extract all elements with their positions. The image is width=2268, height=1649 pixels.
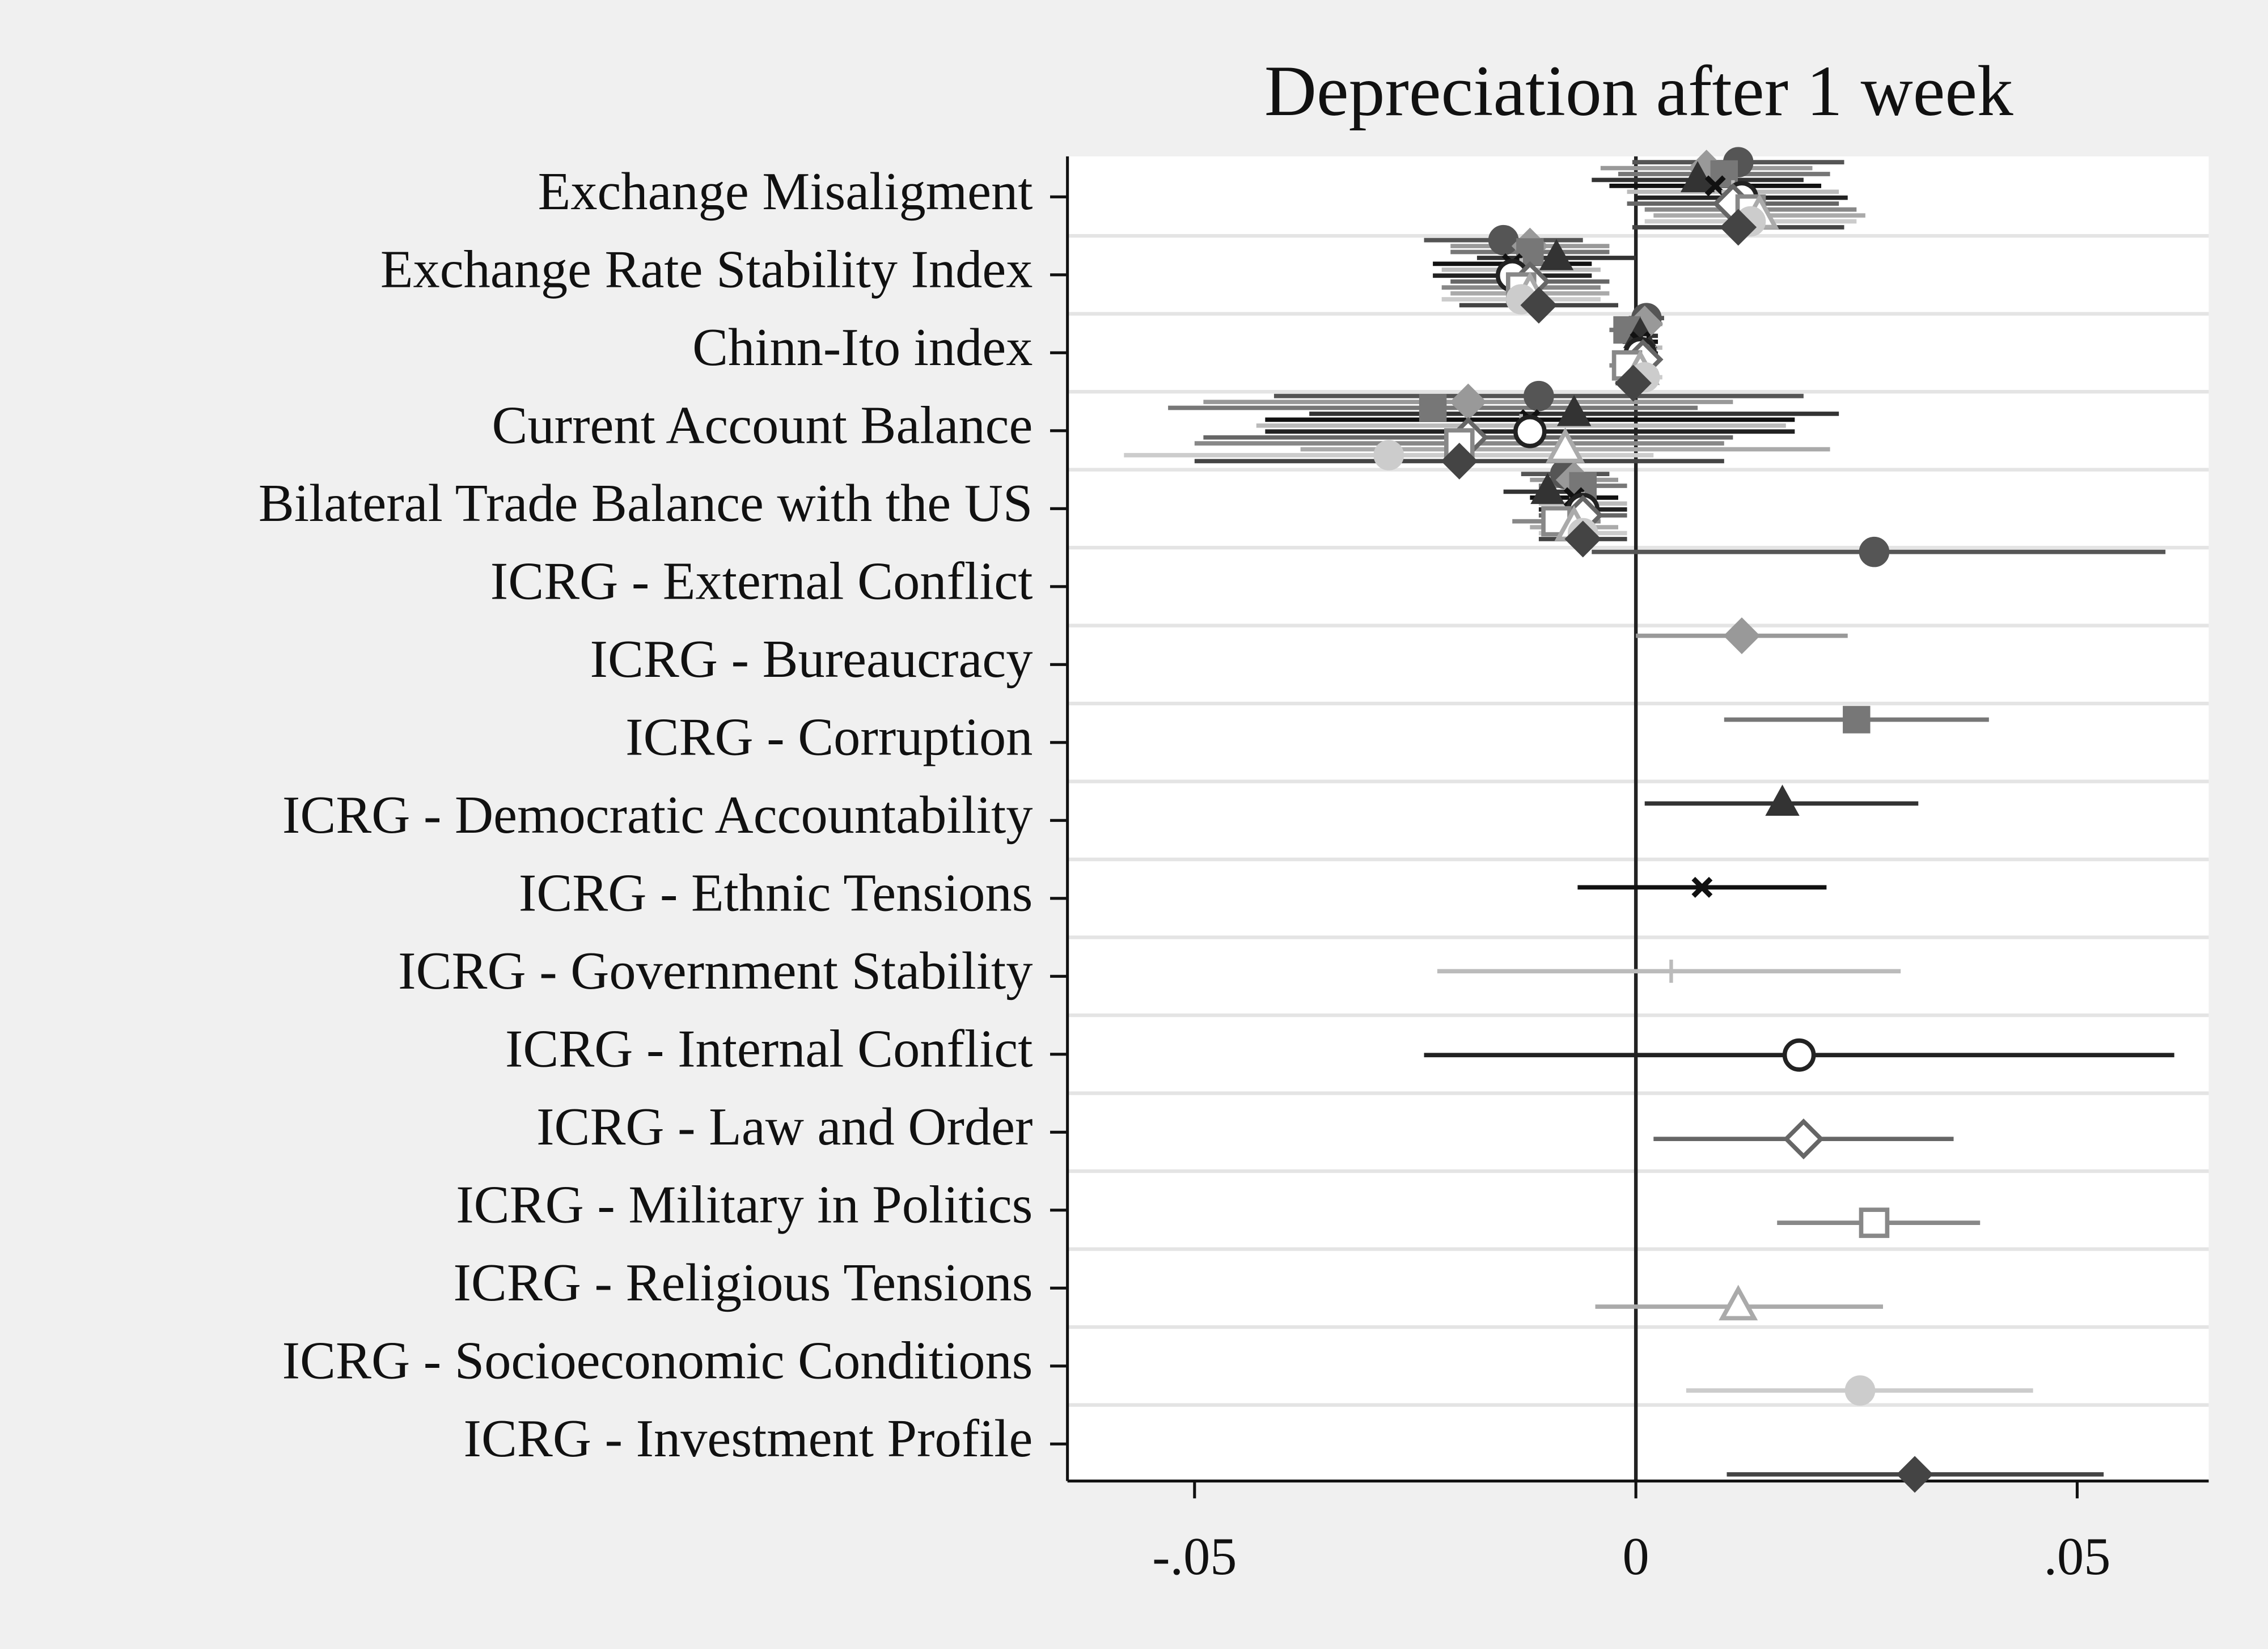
y-tick-label: ICRG - Religious Tensions bbox=[453, 1253, 1033, 1312]
y-tick-label: ICRG - Law and Order bbox=[536, 1097, 1033, 1156]
y-tick-label: ICRG - Bureaucracy bbox=[590, 630, 1033, 689]
point bbox=[1524, 380, 1554, 412]
y-tick-label: ICRG - Corruption bbox=[625, 708, 1033, 767]
y-tick-label: ICRG - Government Stability bbox=[398, 942, 1033, 1001]
y-tick-label: ICRG - External Conflict bbox=[490, 552, 1033, 611]
point bbox=[1419, 394, 1447, 422]
point bbox=[1704, 175, 1726, 197]
point bbox=[1530, 473, 1565, 505]
x-tick-label: 0 bbox=[1623, 1527, 1649, 1586]
point bbox=[1844, 1375, 1876, 1406]
y-tick-label: ICRG - Internal Conflict bbox=[505, 1020, 1033, 1079]
y-tick-label: Exchange Rate Stability Index bbox=[380, 240, 1033, 299]
point bbox=[1659, 959, 1683, 983]
point bbox=[1539, 239, 1574, 270]
point bbox=[1546, 427, 1585, 463]
y-tick-label: ICRG - Military in Politics bbox=[456, 1176, 1033, 1235]
x-tick-label: .05 bbox=[2043, 1527, 2110, 1586]
y-tick-label: ICRG - Socioeconomic Conditions bbox=[282, 1332, 1033, 1391]
y-tick-label: Chinn-Ito index bbox=[692, 318, 1033, 377]
point bbox=[1719, 1285, 1758, 1321]
point bbox=[1513, 414, 1547, 448]
point bbox=[1615, 364, 1652, 402]
point bbox=[1564, 520, 1602, 558]
x-tick-label: -.05 bbox=[1152, 1527, 1237, 1586]
point bbox=[1680, 161, 1715, 193]
point bbox=[1488, 224, 1519, 256]
point bbox=[1373, 440, 1404, 470]
y-tick-label: Current Account Balance bbox=[492, 396, 1033, 455]
point bbox=[1556, 395, 1592, 426]
y-tick-label: ICRG - Democratic Accountability bbox=[282, 786, 1033, 845]
point bbox=[1441, 443, 1478, 480]
y-tick-label: Bilateral Trade Balance with the US bbox=[259, 474, 1033, 533]
y-tick-label: Exchange Misaligment bbox=[538, 162, 1033, 221]
point bbox=[1859, 1207, 1890, 1238]
point bbox=[1723, 617, 1761, 654]
chart-title: Depreciation after 1 week bbox=[1264, 50, 2013, 131]
y-tick-label: ICRG - Ethnic Tensions bbox=[519, 864, 1033, 923]
point bbox=[1520, 287, 1558, 324]
point bbox=[1783, 1118, 1824, 1160]
point bbox=[1765, 785, 1800, 816]
point bbox=[1782, 1038, 1816, 1072]
y-tick-label: ICRG - Investment Profile bbox=[464, 1409, 1033, 1468]
point bbox=[1843, 706, 1871, 734]
point bbox=[1720, 209, 1757, 246]
point bbox=[1691, 876, 1713, 898]
point bbox=[1859, 536, 1890, 567]
point bbox=[1896, 1456, 1933, 1493]
